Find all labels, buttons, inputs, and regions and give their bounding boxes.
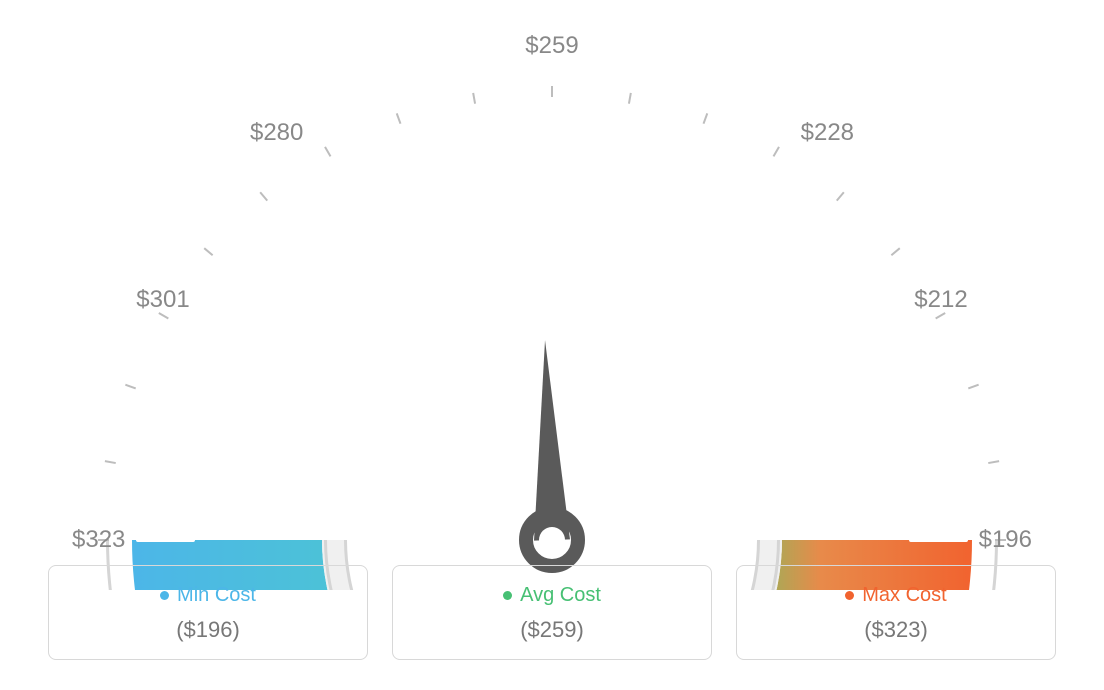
gauge-tick-label: $196 (979, 526, 1032, 554)
gauge-tick-label: $323 (72, 526, 125, 554)
legend-label-avg: Avg Cost (520, 584, 601, 607)
gauge-tick-label: $212 (914, 286, 967, 314)
legend-label-max: Max Cost (862, 584, 946, 607)
legend-title-max: Max Cost (845, 584, 946, 607)
legend-value-max: ($323) (737, 617, 1055, 643)
gauge-tick-label: $259 (525, 32, 578, 60)
legend-card-min: Min Cost ($196) (48, 565, 368, 660)
legend-dot-avg (503, 591, 512, 600)
legend-title-min: Min Cost (160, 584, 256, 607)
gauge-tick-label: $301 (136, 286, 189, 314)
legend: Min Cost ($196) Avg Cost ($259) Max Cost… (48, 565, 1056, 660)
legend-value-avg: ($259) (393, 617, 711, 643)
legend-card-max: Max Cost ($323) (736, 565, 1056, 660)
legend-title-avg: Avg Cost (503, 584, 601, 607)
legend-dot-min (160, 591, 169, 600)
gauge-tick-label: $280 (250, 119, 303, 147)
legend-dot-max (845, 591, 854, 600)
gauge-svg (52, 30, 1052, 590)
legend-card-avg: Avg Cost ($259) (392, 565, 712, 660)
cost-gauge: $196$212$228$259$280$301$323 (52, 30, 1052, 550)
legend-label-min: Min Cost (177, 584, 256, 607)
gauge-tick-label: $228 (801, 119, 854, 147)
legend-value-min: ($196) (49, 617, 367, 643)
